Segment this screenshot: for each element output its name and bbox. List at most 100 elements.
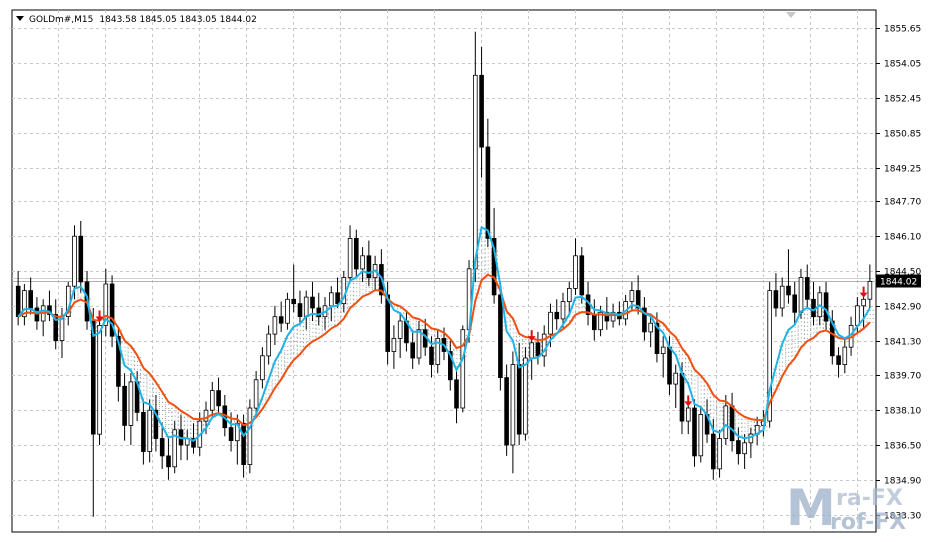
candle-body xyxy=(285,298,290,324)
cloud-dot xyxy=(678,370,680,372)
price-axis: 1855.65 1854.05 1852.45 1850.85 1849.25 1847.… xyxy=(786,12,921,522)
cloud-dot xyxy=(528,351,530,353)
cloud-dot xyxy=(290,345,292,347)
cloud-dot xyxy=(484,265,486,267)
candle xyxy=(479,46,484,178)
cloud-dot xyxy=(866,322,868,323)
candle xyxy=(22,284,27,326)
cloud-dot xyxy=(490,260,492,262)
cloud-dot xyxy=(484,253,486,255)
cloud-dot xyxy=(772,400,774,402)
cloud-dot xyxy=(102,330,104,332)
cloud-dot xyxy=(124,358,126,360)
cloud-dot xyxy=(465,351,467,353)
candle xyxy=(360,247,365,282)
cloud-dot xyxy=(234,421,236,423)
cloud-dot xyxy=(791,335,793,337)
cloud-dot xyxy=(716,420,718,422)
cloud-dot xyxy=(202,424,204,425)
candle-body xyxy=(548,311,553,335)
cloud-dot xyxy=(133,364,135,366)
cloud-dot xyxy=(140,365,141,366)
cloud-dot xyxy=(349,286,351,288)
cloud-dot xyxy=(703,409,705,411)
cloud-dot xyxy=(127,352,129,354)
cloud-dot xyxy=(290,357,292,359)
cloud-dot xyxy=(578,306,580,308)
cloud-dot xyxy=(356,287,358,289)
cloud-dot xyxy=(440,335,442,337)
cloud-dot xyxy=(137,369,138,370)
candle xyxy=(347,225,353,282)
cloud-dot xyxy=(506,317,508,319)
cloud-dot xyxy=(143,373,145,375)
cloud-dot xyxy=(822,323,824,325)
cloud-dot xyxy=(290,341,292,343)
candle xyxy=(159,423,165,469)
cloud-dot xyxy=(719,426,721,428)
cloud-dot xyxy=(775,380,777,382)
cloud-dot xyxy=(372,284,373,286)
cloud-dot xyxy=(240,435,242,437)
candle xyxy=(673,364,678,409)
cloud-dot xyxy=(140,373,141,374)
cloud-dot xyxy=(96,330,98,332)
cloud-dot xyxy=(296,352,298,354)
cloud-dot xyxy=(321,320,323,322)
cloud-dot xyxy=(77,288,79,290)
candle-body xyxy=(91,320,96,435)
cloud-dot xyxy=(334,319,336,321)
cloud-dot xyxy=(481,265,483,267)
cloud-dot xyxy=(478,233,480,235)
cloud-dot xyxy=(797,321,799,323)
cloud-dot xyxy=(534,347,536,349)
cloud-dot xyxy=(168,416,170,417)
cloud-dot xyxy=(158,408,160,410)
cloud-dot xyxy=(246,435,248,437)
cloud-dot xyxy=(778,384,780,386)
cloud-dot xyxy=(484,237,486,239)
cloud-dot xyxy=(484,232,486,234)
cloud-dot xyxy=(697,393,699,395)
cloud-dot xyxy=(522,343,523,345)
cloud-dot xyxy=(134,357,135,358)
cloud-dot xyxy=(810,316,812,318)
cloud-dot xyxy=(274,379,276,381)
cloud-dot xyxy=(303,334,305,336)
cloud-dot xyxy=(716,426,718,428)
cloud-dot xyxy=(709,397,711,399)
cloud-dot xyxy=(434,331,436,333)
cloud-dot xyxy=(822,319,824,321)
cloud-dot xyxy=(782,345,784,347)
cloud-dot xyxy=(803,321,805,323)
cloud-dot xyxy=(741,430,743,432)
cloud-dot xyxy=(678,358,680,360)
cloud-dot xyxy=(772,380,774,382)
cloud-dot xyxy=(685,374,687,376)
cloud-dot xyxy=(90,330,92,331)
cloud-dot xyxy=(803,313,805,315)
cloud-dot xyxy=(569,316,571,318)
cloud-dot xyxy=(299,345,301,347)
cloud-dot xyxy=(271,363,273,365)
cloud-dot xyxy=(415,329,417,331)
cloud-dot xyxy=(869,322,871,323)
cloud-dot xyxy=(804,321,806,323)
cloud-dot xyxy=(747,426,749,428)
cloud-dot xyxy=(453,340,455,342)
cloud-dot xyxy=(522,359,523,361)
cloud-dot xyxy=(309,322,311,324)
cloud-dot xyxy=(672,339,674,340)
cloud-dot xyxy=(303,330,305,332)
cloud-dot xyxy=(794,338,796,340)
cloud-dot xyxy=(278,364,279,366)
cloud-dot xyxy=(315,319,317,321)
cloud-dot xyxy=(785,363,787,365)
triangle-down-icon[interactable] xyxy=(16,16,24,21)
candle-body xyxy=(567,287,572,302)
cloud-dot xyxy=(428,328,430,330)
candle xyxy=(579,247,585,304)
cloud-dot xyxy=(782,369,784,371)
